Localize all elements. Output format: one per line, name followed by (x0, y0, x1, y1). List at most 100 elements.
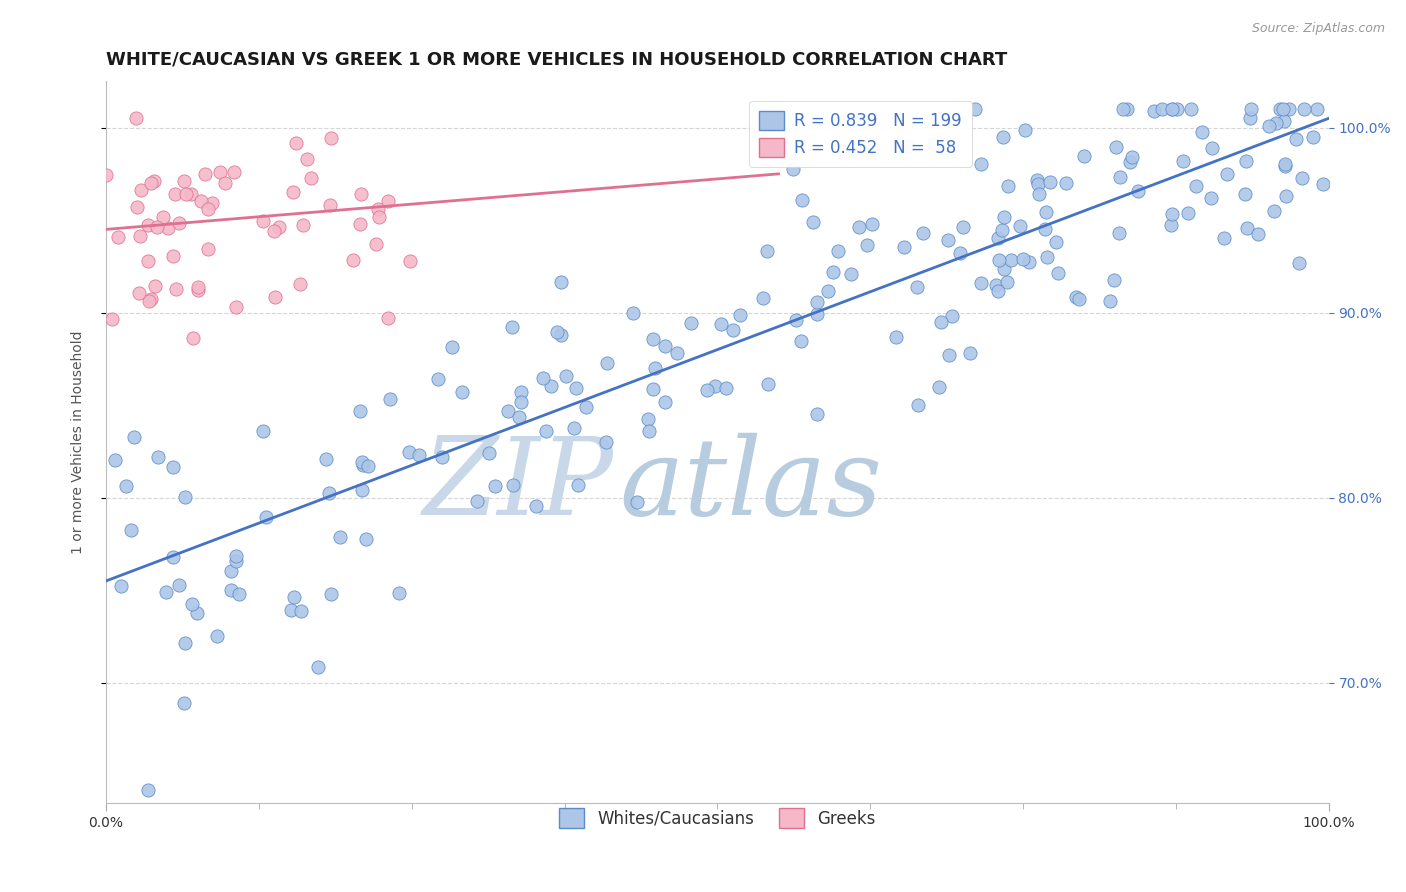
Point (595, 434, 617, 449)
Point (165, 282, 187, 296)
Point (928, 380, 950, 394)
Point (430, 450, 453, 464)
Point (936, 233, 959, 247)
Point (1099, 294, 1122, 309)
Point (501, 319, 523, 334)
Point (197, 242, 219, 256)
Point (125, 201, 148, 215)
Point (349, 217, 371, 231)
Point (1035, 250, 1057, 264)
Point (562, 421, 585, 435)
Point (1213, 231, 1236, 245)
Point (180, 186, 202, 201)
Point (1028, 186, 1050, 201)
Point (329, 530, 352, 544)
Point (679, 316, 702, 330)
Point (225, 553, 247, 567)
Point (827, 244, 849, 258)
Point (451, 384, 474, 399)
Point (104, 453, 127, 467)
Point (922, 137, 945, 152)
Point (1033, 221, 1056, 235)
Point (637, 412, 659, 426)
Point (1166, 102, 1188, 116)
Point (565, 380, 588, 394)
Point (131, 183, 153, 197)
Point (299, 171, 322, 186)
Point (997, 179, 1019, 194)
Point (817, 285, 839, 299)
Point (252, 424, 274, 438)
Point (1116, 102, 1139, 116)
Point (1275, 189, 1298, 203)
Point (290, 277, 312, 291)
Point (350, 483, 373, 497)
Point (623, 306, 645, 320)
Point (1312, 178, 1334, 192)
Point (292, 218, 315, 232)
Point (1270, 102, 1292, 116)
Text: Source: ZipAtlas.com: Source: ZipAtlas.com (1251, 22, 1385, 36)
Point (96, 168, 118, 182)
Text: atlas: atlas (620, 433, 883, 538)
Point (893, 240, 915, 254)
Point (959, 346, 981, 360)
Point (751, 291, 773, 305)
Point (205, 629, 228, 643)
Point (1014, 123, 1036, 137)
Point (173, 174, 195, 188)
Point (1234, 154, 1257, 169)
Point (550, 276, 572, 290)
Point (696, 383, 718, 397)
Point (756, 376, 779, 391)
Point (806, 408, 828, 422)
Point (368, 210, 391, 224)
Point (307, 660, 329, 674)
Point (839, 267, 862, 281)
Point (129, 229, 152, 244)
Point (969, 276, 991, 290)
Point (219, 583, 242, 598)
Point (319, 587, 342, 601)
Point (555, 369, 578, 384)
Point (993, 211, 1015, 225)
Point (252, 214, 274, 228)
Point (367, 202, 389, 216)
Point (398, 444, 420, 458)
Point (1288, 256, 1310, 270)
Point (173, 696, 195, 710)
Point (1047, 266, 1070, 280)
Point (349, 404, 371, 418)
Point (952, 219, 974, 234)
Point (1026, 178, 1049, 192)
Point (141, 176, 163, 190)
Text: WHITE/CAUCASIAN VS GREEK 1 OR MORE VEHICLES IN HOUSEHOLD CORRELATION CHART: WHITE/CAUCASIAN VS GREEK 1 OR MORE VEHIC… (105, 51, 1007, 69)
Point (465, 494, 488, 508)
Point (987, 230, 1010, 244)
Point (638, 424, 661, 438)
Point (152, 210, 174, 224)
Point (1302, 130, 1324, 145)
Point (496, 404, 519, 418)
Point (408, 448, 430, 462)
Point (721, 323, 744, 337)
Point (1018, 255, 1040, 269)
Point (897, 139, 920, 153)
Point (1045, 235, 1067, 249)
Point (484, 479, 506, 493)
Point (222, 165, 245, 179)
Point (728, 308, 751, 322)
Point (1160, 102, 1182, 116)
Point (146, 219, 169, 234)
Point (128, 286, 150, 301)
Point (1160, 102, 1182, 116)
Point (1112, 102, 1135, 116)
Point (1272, 114, 1295, 128)
Point (354, 532, 377, 546)
Point (162, 549, 184, 564)
Point (502, 478, 524, 492)
Point (352, 458, 374, 472)
Point (1278, 102, 1301, 116)
Point (148, 450, 170, 464)
Point (1160, 207, 1182, 221)
